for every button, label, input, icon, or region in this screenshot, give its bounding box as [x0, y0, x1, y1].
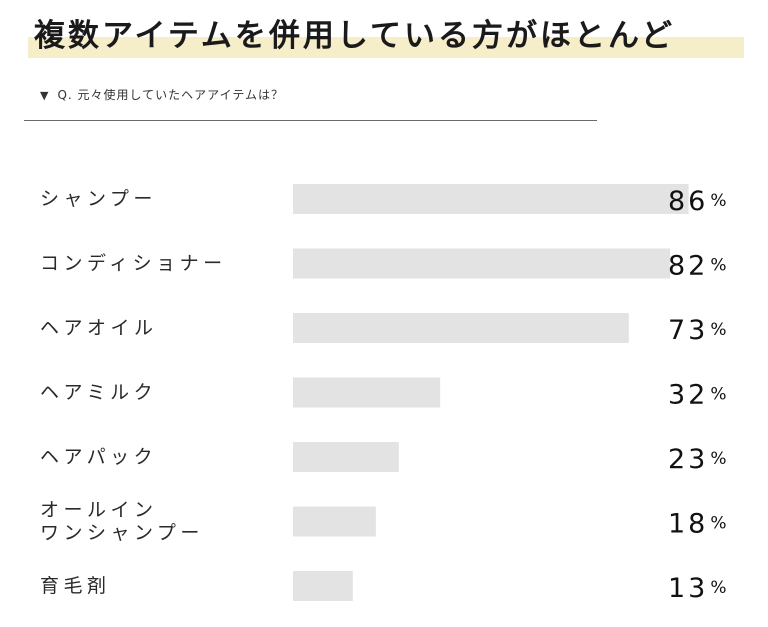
bar	[293, 248, 671, 279]
value-number: 82	[668, 250, 708, 281]
bar	[293, 571, 353, 601]
category-label: シャンプー	[40, 188, 157, 210]
value-label: 23%	[668, 444, 730, 475]
triangle-down-icon: ▼	[40, 89, 50, 102]
value-unit: %	[710, 191, 729, 211]
category-label-line: ヘアミルク	[40, 382, 157, 404]
category-label-line: ヘアパック	[40, 446, 157, 468]
category-label-line: シャンプー	[40, 188, 157, 210]
bar	[293, 184, 689, 214]
value-number: 73	[668, 315, 708, 346]
value-unit: %	[710, 514, 729, 534]
category-label: 育毛剤	[40, 575, 111, 597]
value-unit: %	[710, 320, 729, 340]
category-label-line: オールイン	[40, 499, 158, 521]
headline-text: 複数アイテムを併用している方がほとんど	[34, 18, 676, 54]
bar	[293, 313, 629, 343]
bar	[293, 506, 376, 537]
value-label: 18%	[668, 508, 730, 539]
value-unit: %	[710, 578, 729, 598]
value-number: 18	[668, 508, 708, 539]
value-unit: %	[710, 385, 729, 405]
value-number: 13	[668, 573, 708, 604]
value-unit: %	[710, 256, 729, 276]
category-label: オールインワンシャンプー	[40, 499, 204, 544]
headline: 複数アイテムを併用している方がほとんど	[28, 8, 744, 64]
value-label: 32%	[668, 379, 730, 410]
category-label-line: ヘアオイル	[40, 317, 158, 339]
bar	[293, 377, 441, 408]
headline-highlight-band	[28, 37, 744, 58]
question-divider	[24, 120, 597, 121]
value-unit: %	[710, 449, 729, 469]
value-label: 82%	[668, 250, 730, 281]
category-label-line: 育毛剤	[40, 575, 111, 597]
category-label-line: ワンシャンプー	[40, 522, 204, 544]
value-number: 86	[668, 186, 708, 217]
category-label: ヘアパック	[40, 446, 157, 468]
value-label: 13%	[668, 573, 730, 604]
bar	[293, 442, 399, 472]
category-label-line: コンディショナー	[40, 253, 227, 275]
value-label: 73%	[668, 315, 730, 346]
category-label: ヘアミルク	[40, 382, 157, 404]
value-number: 32	[668, 379, 708, 410]
category-label: コンディショナー	[40, 253, 227, 275]
value-number: 23	[668, 444, 708, 475]
category-label: ヘアオイル	[40, 317, 158, 339]
question-caption: ▼ Q. 元々使用していたヘアアイテムは？	[40, 86, 284, 103]
question-text: Q. 元々使用していたヘアアイテムは？	[57, 88, 284, 102]
value-label: 86%	[668, 186, 730, 217]
